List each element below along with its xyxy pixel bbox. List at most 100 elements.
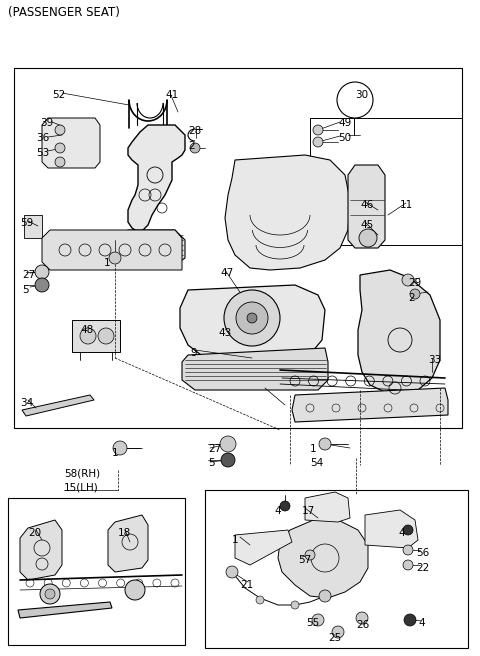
Circle shape bbox=[98, 328, 114, 344]
Circle shape bbox=[35, 278, 49, 292]
Text: 22: 22 bbox=[416, 563, 429, 573]
Circle shape bbox=[55, 157, 65, 167]
Circle shape bbox=[312, 614, 324, 626]
Circle shape bbox=[55, 125, 65, 135]
Text: 4: 4 bbox=[274, 506, 281, 516]
Bar bbox=[72, 320, 120, 352]
Circle shape bbox=[319, 438, 331, 450]
Text: 27: 27 bbox=[208, 444, 221, 454]
Polygon shape bbox=[305, 492, 350, 522]
Circle shape bbox=[113, 441, 127, 455]
Text: 55: 55 bbox=[306, 618, 319, 628]
Text: 2: 2 bbox=[408, 293, 415, 303]
Polygon shape bbox=[182, 348, 328, 390]
Text: 56: 56 bbox=[416, 548, 429, 558]
Polygon shape bbox=[118, 230, 185, 265]
Text: 30: 30 bbox=[355, 90, 368, 100]
Polygon shape bbox=[22, 395, 94, 416]
Polygon shape bbox=[235, 530, 292, 565]
Bar bbox=[8, 498, 185, 645]
Circle shape bbox=[190, 143, 200, 153]
Text: 4: 4 bbox=[398, 528, 405, 538]
Text: 5: 5 bbox=[208, 458, 215, 468]
Polygon shape bbox=[225, 155, 350, 270]
Text: 21: 21 bbox=[240, 580, 253, 590]
Circle shape bbox=[337, 82, 373, 118]
Text: 45: 45 bbox=[360, 220, 373, 230]
Text: 49: 49 bbox=[338, 118, 351, 128]
Polygon shape bbox=[348, 165, 385, 248]
Circle shape bbox=[403, 545, 413, 555]
Text: 34: 34 bbox=[20, 398, 33, 408]
Circle shape bbox=[280, 501, 290, 511]
Circle shape bbox=[45, 589, 55, 599]
Text: 28: 28 bbox=[188, 126, 201, 136]
Bar bbox=[310, 118, 462, 245]
Circle shape bbox=[403, 560, 413, 570]
Text: (PASSENGER SEAT): (PASSENGER SEAT) bbox=[8, 6, 120, 19]
Text: 26: 26 bbox=[356, 620, 369, 630]
Text: 11: 11 bbox=[400, 200, 413, 210]
Text: 41: 41 bbox=[165, 90, 178, 100]
Polygon shape bbox=[358, 270, 440, 395]
Text: 47: 47 bbox=[220, 268, 233, 278]
Text: 52: 52 bbox=[52, 90, 65, 100]
Text: 9: 9 bbox=[190, 348, 197, 358]
Polygon shape bbox=[128, 125, 185, 232]
Circle shape bbox=[332, 626, 344, 638]
Circle shape bbox=[356, 612, 368, 624]
Polygon shape bbox=[278, 518, 368, 598]
Text: 1: 1 bbox=[310, 444, 317, 454]
Circle shape bbox=[247, 313, 257, 323]
Circle shape bbox=[402, 274, 414, 286]
Text: 4: 4 bbox=[418, 618, 425, 628]
Polygon shape bbox=[108, 515, 148, 572]
Text: 50: 50 bbox=[338, 133, 351, 143]
Circle shape bbox=[319, 590, 331, 602]
Text: 58(RH): 58(RH) bbox=[64, 468, 100, 478]
Text: 1: 1 bbox=[232, 535, 239, 545]
Circle shape bbox=[35, 265, 49, 279]
Text: 33: 33 bbox=[428, 355, 441, 365]
Bar bbox=[24, 215, 42, 238]
Circle shape bbox=[236, 302, 268, 334]
Text: 5: 5 bbox=[22, 285, 29, 295]
Circle shape bbox=[403, 525, 413, 535]
Text: 57: 57 bbox=[298, 555, 311, 565]
Text: 48: 48 bbox=[80, 325, 93, 335]
Bar bbox=[48, 118, 68, 130]
Text: 43: 43 bbox=[218, 328, 231, 338]
Polygon shape bbox=[292, 388, 448, 422]
Circle shape bbox=[40, 584, 60, 604]
Circle shape bbox=[109, 252, 121, 264]
Text: 15(LH): 15(LH) bbox=[64, 482, 99, 492]
Polygon shape bbox=[180, 285, 325, 365]
Text: 53: 53 bbox=[36, 148, 49, 158]
Bar bbox=[14, 68, 462, 428]
Circle shape bbox=[313, 125, 323, 135]
Text: 29: 29 bbox=[408, 278, 421, 288]
Circle shape bbox=[404, 614, 416, 626]
Text: 46: 46 bbox=[360, 200, 373, 210]
Text: 2: 2 bbox=[188, 141, 194, 151]
Text: 1: 1 bbox=[112, 448, 119, 458]
Polygon shape bbox=[42, 230, 182, 270]
Polygon shape bbox=[20, 520, 62, 580]
Circle shape bbox=[291, 601, 299, 609]
Circle shape bbox=[226, 566, 238, 578]
Circle shape bbox=[256, 596, 264, 604]
Circle shape bbox=[55, 143, 65, 153]
Polygon shape bbox=[365, 510, 418, 548]
Text: 18: 18 bbox=[118, 528, 131, 538]
Circle shape bbox=[221, 453, 235, 467]
Text: 36: 36 bbox=[36, 133, 49, 143]
Circle shape bbox=[359, 229, 377, 247]
Circle shape bbox=[305, 550, 315, 560]
Circle shape bbox=[220, 436, 236, 452]
Bar bbox=[205, 490, 468, 648]
Text: 17: 17 bbox=[302, 506, 315, 516]
Text: 59: 59 bbox=[20, 218, 33, 228]
Circle shape bbox=[80, 328, 96, 344]
Text: 54: 54 bbox=[310, 458, 323, 468]
Circle shape bbox=[125, 580, 145, 600]
